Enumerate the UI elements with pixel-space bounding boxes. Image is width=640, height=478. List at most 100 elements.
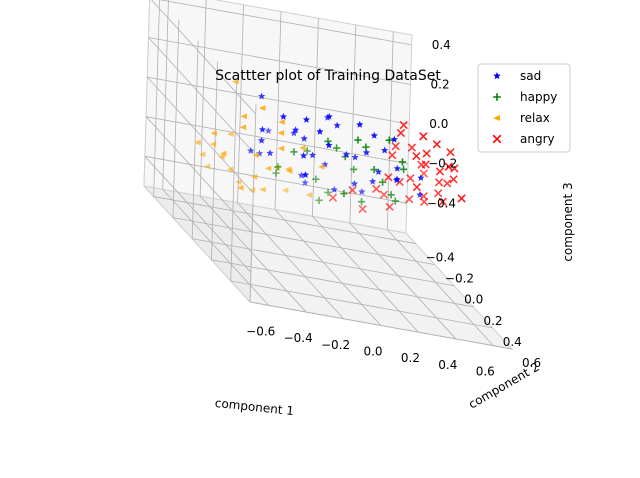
happy-point (362, 143, 370, 151)
relax-point (226, 166, 234, 173)
happy-point (399, 165, 408, 173)
tick-labels: −0.6 −0.4 −0.2 0.0 0.2 0.4 0.6−0.4−0.20.00.20.… (246, 38, 541, 379)
sad-point (369, 177, 377, 185)
sad-point (333, 121, 341, 129)
angry-point (419, 132, 428, 141)
angry-point (372, 184, 381, 194)
z-grid-line (147, 76, 254, 194)
relax-point (305, 192, 313, 198)
legend-label-angry: angry (520, 132, 555, 146)
y-grid-line (172, 217, 435, 266)
happy-point (315, 196, 323, 204)
y-tick-label: 0.0 (464, 293, 483, 307)
angry-point (384, 173, 393, 182)
legend-marker-relax (493, 114, 501, 122)
x-axis-label: component 1 (214, 396, 294, 418)
x-tick-label: 0.0 (363, 345, 382, 359)
legend-label-relax: relax (520, 111, 550, 125)
y-grid-line (192, 238, 455, 287)
angry-point (438, 197, 447, 206)
z-tick-label: −0.2 (428, 157, 457, 171)
y-grid-line (211, 259, 474, 308)
z-grid-line (147, 76, 410, 125)
angry-point (421, 160, 430, 169)
angry-point (385, 202, 394, 211)
sad-point (300, 134, 308, 142)
angry-point (407, 143, 417, 152)
relax-point (240, 113, 247, 120)
relax-point (210, 130, 218, 137)
sad-point (416, 191, 424, 198)
x-grid-line (199, 195, 307, 313)
relax-point (194, 139, 201, 146)
angry-point (328, 193, 338, 202)
x-tick-label: −0.2 (321, 338, 350, 352)
y-tick-label: 0.6 (522, 356, 541, 370)
relax-point (250, 174, 258, 180)
sad-point (390, 135, 398, 143)
angry-point (443, 179, 452, 188)
z-tick-label: 0.4 (432, 38, 451, 52)
relax-point (277, 130, 285, 136)
sad-point (300, 151, 308, 159)
x-tick-label: 0.2 (401, 351, 420, 365)
z-grid-line (144, 155, 407, 204)
sad-point (358, 188, 366, 195)
z-grid-line (151, 0, 256, 115)
y-tick-label: −0.2 (445, 272, 474, 286)
happy-point (350, 165, 358, 173)
sad-point (370, 131, 378, 139)
data-points (194, 78, 466, 214)
sad-point (279, 112, 287, 120)
happy-point (385, 136, 393, 144)
sad-point (316, 127, 324, 135)
y-grid-line (191, 40, 199, 239)
angry-point (435, 167, 445, 176)
y-grid-line (153, 0, 160, 197)
happy-point (312, 175, 320, 183)
y-grid-line (172, 19, 180, 218)
angry-point (444, 162, 453, 171)
z-grid-line (146, 116, 409, 165)
relax-point (219, 150, 227, 157)
happy-point (332, 144, 341, 152)
angry-point (391, 142, 400, 151)
relax-point (285, 168, 293, 174)
x-tick-label: 0.6 (476, 365, 495, 379)
relax-point (248, 187, 256, 193)
legend-box (477, 63, 571, 153)
happy-point (370, 165, 378, 174)
sad-point (350, 180, 359, 187)
z-tick-label: −0.4 (427, 196, 456, 210)
sad-point (417, 174, 425, 181)
sad-point (374, 168, 383, 175)
relax-point (277, 145, 285, 152)
relax-point (198, 151, 206, 158)
x-grid-line (349, 24, 357, 223)
relax-point (237, 184, 244, 191)
sad-point (393, 175, 401, 183)
angry-point (412, 183, 422, 192)
x-grid-line (386, 31, 394, 230)
y-tick-label: 0.2 (483, 314, 502, 328)
relax-point (232, 78, 239, 85)
sad-point (330, 185, 338, 193)
angry-point (422, 149, 431, 158)
happy-point (357, 198, 366, 206)
x-grid-line (162, 0, 169, 190)
legend-label-happy: happy (520, 90, 557, 104)
angry-point (457, 194, 466, 203)
z-grid-line (148, 37, 411, 85)
x-grid-line (237, 202, 344, 320)
happy-point (303, 147, 311, 155)
x-grid-line (237, 4, 244, 203)
z-grid-line (148, 37, 255, 154)
relax-point (239, 124, 247, 131)
sad-point (258, 92, 266, 100)
y-grid-line (230, 280, 493, 329)
sad-point (351, 153, 359, 161)
y-tick-label: 0.4 (503, 335, 522, 349)
z-axis-label: component 3 (561, 182, 575, 261)
